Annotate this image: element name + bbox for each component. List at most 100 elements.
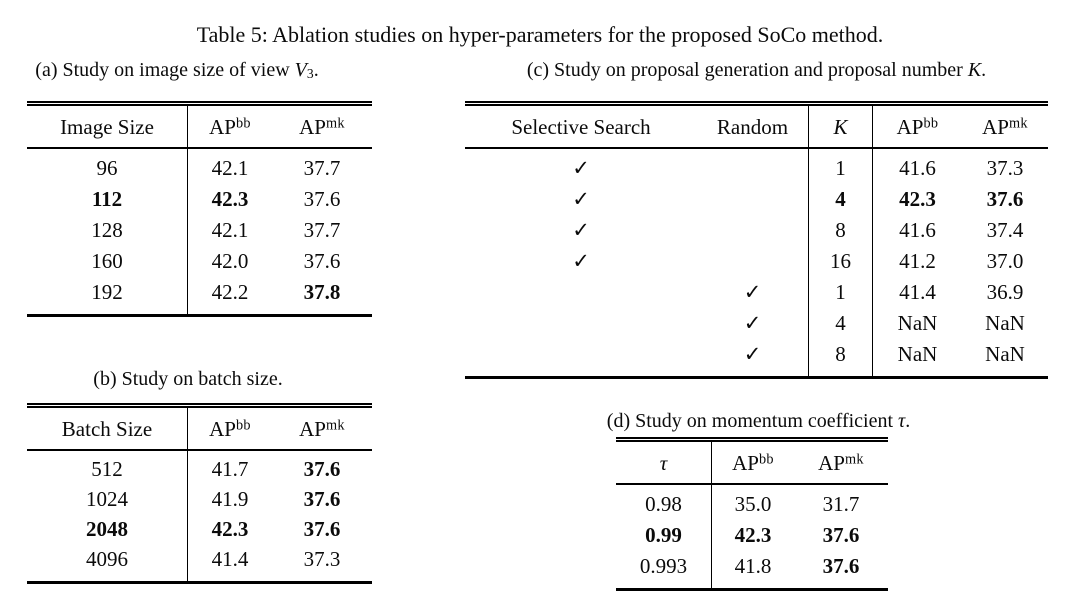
subtable-b: Batch Size APbb APmk 512 41.7 37.6 1024 41.9 37.… bbox=[27, 403, 372, 584]
header-row: Batch Size APbb APmk bbox=[27, 408, 372, 451]
column-header: APbb bbox=[187, 106, 272, 149]
table-cell: 41.6 bbox=[872, 214, 962, 245]
table-cell: 41.2 bbox=[872, 245, 962, 276]
column-header: τ bbox=[616, 442, 711, 485]
table-cell: 42.3 bbox=[872, 183, 962, 214]
table-cell: 41.7 bbox=[187, 451, 272, 484]
column-header: APbb bbox=[872, 106, 962, 149]
table-row: 96 42.1 37.7 bbox=[27, 149, 372, 183]
column-header: APmk bbox=[794, 442, 888, 485]
column-header: Image Size bbox=[27, 106, 187, 149]
checkmark-icon: ✓ bbox=[572, 217, 590, 242]
table-cell: 37.6 bbox=[303, 248, 341, 273]
table-row: 0.98 35.0 31.7 bbox=[616, 485, 888, 519]
column-header: K bbox=[808, 106, 872, 149]
table-cell: 37.6 bbox=[303, 517, 341, 541]
table-cell: 37.8 bbox=[303, 279, 341, 304]
table-cell: 0.99 bbox=[645, 522, 682, 547]
column-header: APbb bbox=[711, 442, 794, 485]
subtable-c-caption: (c) Study on proposal generation and pro… bbox=[526, 59, 987, 81]
table-cell: 41.4 bbox=[872, 276, 962, 307]
table-cell: 8 bbox=[808, 338, 872, 376]
table-cell bbox=[697, 214, 808, 245]
table-row: 0.993 41.8 37.6 bbox=[616, 550, 888, 588]
subtable-b-caption: (b) Study on batch size. bbox=[93, 368, 283, 390]
table-cell: 16 bbox=[808, 245, 872, 276]
table-cell: 42.1 bbox=[187, 149, 272, 183]
table-cell: 37.6 bbox=[986, 186, 1024, 211]
checkmark-icon: ✓ bbox=[572, 155, 590, 180]
table-cell: 160 bbox=[91, 248, 123, 273]
header-row: τ APbb APmk bbox=[616, 442, 888, 485]
table-row: 2048 42.3 37.6 bbox=[27, 514, 372, 544]
table-row: ✓ 4 42.3 37.6 bbox=[465, 183, 1048, 214]
table-cell bbox=[697, 149, 808, 183]
table-row: 128 42.1 37.7 bbox=[27, 214, 372, 245]
table-cell: 42.3 bbox=[187, 514, 272, 544]
table-cell: 512 bbox=[91, 457, 123, 481]
table-cell: NaN bbox=[985, 341, 1025, 366]
subtable-a: Image Size APbb APmk 96 42.1 37.7 112 42.3 37.6 1… bbox=[27, 101, 372, 317]
table-row: ✓ 8 NaN NaN bbox=[465, 338, 1048, 376]
table-cell: 42.0 bbox=[187, 245, 272, 276]
column-header: APmk bbox=[272, 106, 372, 149]
table-cell: 41.6 bbox=[872, 149, 962, 183]
table-cell: 128 bbox=[91, 217, 123, 242]
table-row: ✓ 4 NaN NaN bbox=[465, 307, 1048, 338]
column-header: Selective Search bbox=[465, 106, 697, 149]
table-cell: 37.3 bbox=[986, 155, 1024, 180]
table-cell: 0.98 bbox=[645, 491, 682, 516]
column-header: APmk bbox=[962, 106, 1048, 149]
table-cell: 1 bbox=[808, 149, 872, 183]
table-cell: 1 bbox=[808, 276, 872, 307]
table-cell: NaN bbox=[985, 310, 1025, 335]
table-cell: 36.9 bbox=[986, 279, 1024, 304]
table-cell: 4 bbox=[808, 183, 872, 214]
table-cell: 0.993 bbox=[639, 553, 688, 578]
table-cell: 37.7 bbox=[303, 217, 341, 242]
table-row: 112 42.3 37.6 bbox=[27, 183, 372, 214]
table-cell: 37.6 bbox=[822, 522, 860, 547]
checkmark-icon: ✓ bbox=[743, 341, 762, 366]
table-cell: 37.7 bbox=[303, 155, 341, 180]
table-cell: 1024 bbox=[86, 487, 128, 511]
table-cell: 96 bbox=[96, 155, 118, 180]
table-cell: 31.7 bbox=[822, 491, 860, 516]
table-cell bbox=[697, 183, 808, 214]
table-cell: NaN bbox=[872, 338, 962, 376]
column-header: APmk bbox=[272, 408, 372, 451]
table-cell: 4 bbox=[808, 307, 872, 338]
table-row: ✓ 1 41.4 36.9 bbox=[465, 276, 1048, 307]
table-row: 512 41.7 37.6 bbox=[27, 451, 372, 484]
checkmark-icon: ✓ bbox=[572, 186, 590, 211]
table-cell: 41.4 bbox=[187, 544, 272, 581]
checkmark-icon: ✓ bbox=[743, 279, 762, 304]
header-row: Selective Search Random K APbb APmk bbox=[465, 106, 1048, 149]
table-title: Table 5: Ablation studies on hyper-param… bbox=[196, 22, 884, 47]
table-row: 4096 41.4 37.3 bbox=[27, 544, 372, 581]
subtable-d-caption: (d) Study on momentum coefficient τ. bbox=[606, 410, 911, 432]
table-cell bbox=[465, 338, 697, 376]
table-cell: 35.0 bbox=[711, 485, 794, 519]
table-cell: 42.2 bbox=[187, 276, 272, 314]
table-cell bbox=[465, 307, 697, 338]
checkmark-icon: ✓ bbox=[572, 248, 590, 273]
table-cell: 192 bbox=[91, 279, 123, 304]
table-row: 160 42.0 37.6 bbox=[27, 245, 372, 276]
column-header: Random bbox=[697, 106, 808, 149]
table-cell bbox=[697, 245, 808, 276]
subtable-d: τ APbb APmk 0.98 35.0 31.7 0.99 42.3 37.6 0.993 41… bbox=[616, 437, 888, 591]
table-row: 1024 41.9 37.6 bbox=[27, 484, 372, 514]
table-cell: 37.3 bbox=[303, 547, 341, 571]
table-cell: NaN bbox=[872, 307, 962, 338]
column-header: APbb bbox=[187, 408, 272, 451]
table-row: 192 42.2 37.8 bbox=[27, 276, 372, 314]
table-cell: 37.0 bbox=[986, 248, 1024, 273]
table-cell bbox=[465, 276, 697, 307]
table-cell: 8 bbox=[808, 214, 872, 245]
table-row: 0.99 42.3 37.6 bbox=[616, 519, 888, 550]
column-header: Batch Size bbox=[27, 408, 187, 451]
subtable-a-caption: (a) Study on image size of view V3. bbox=[35, 59, 319, 82]
table-cell: 41.8 bbox=[711, 550, 794, 588]
table-cell: 37.4 bbox=[986, 217, 1024, 242]
